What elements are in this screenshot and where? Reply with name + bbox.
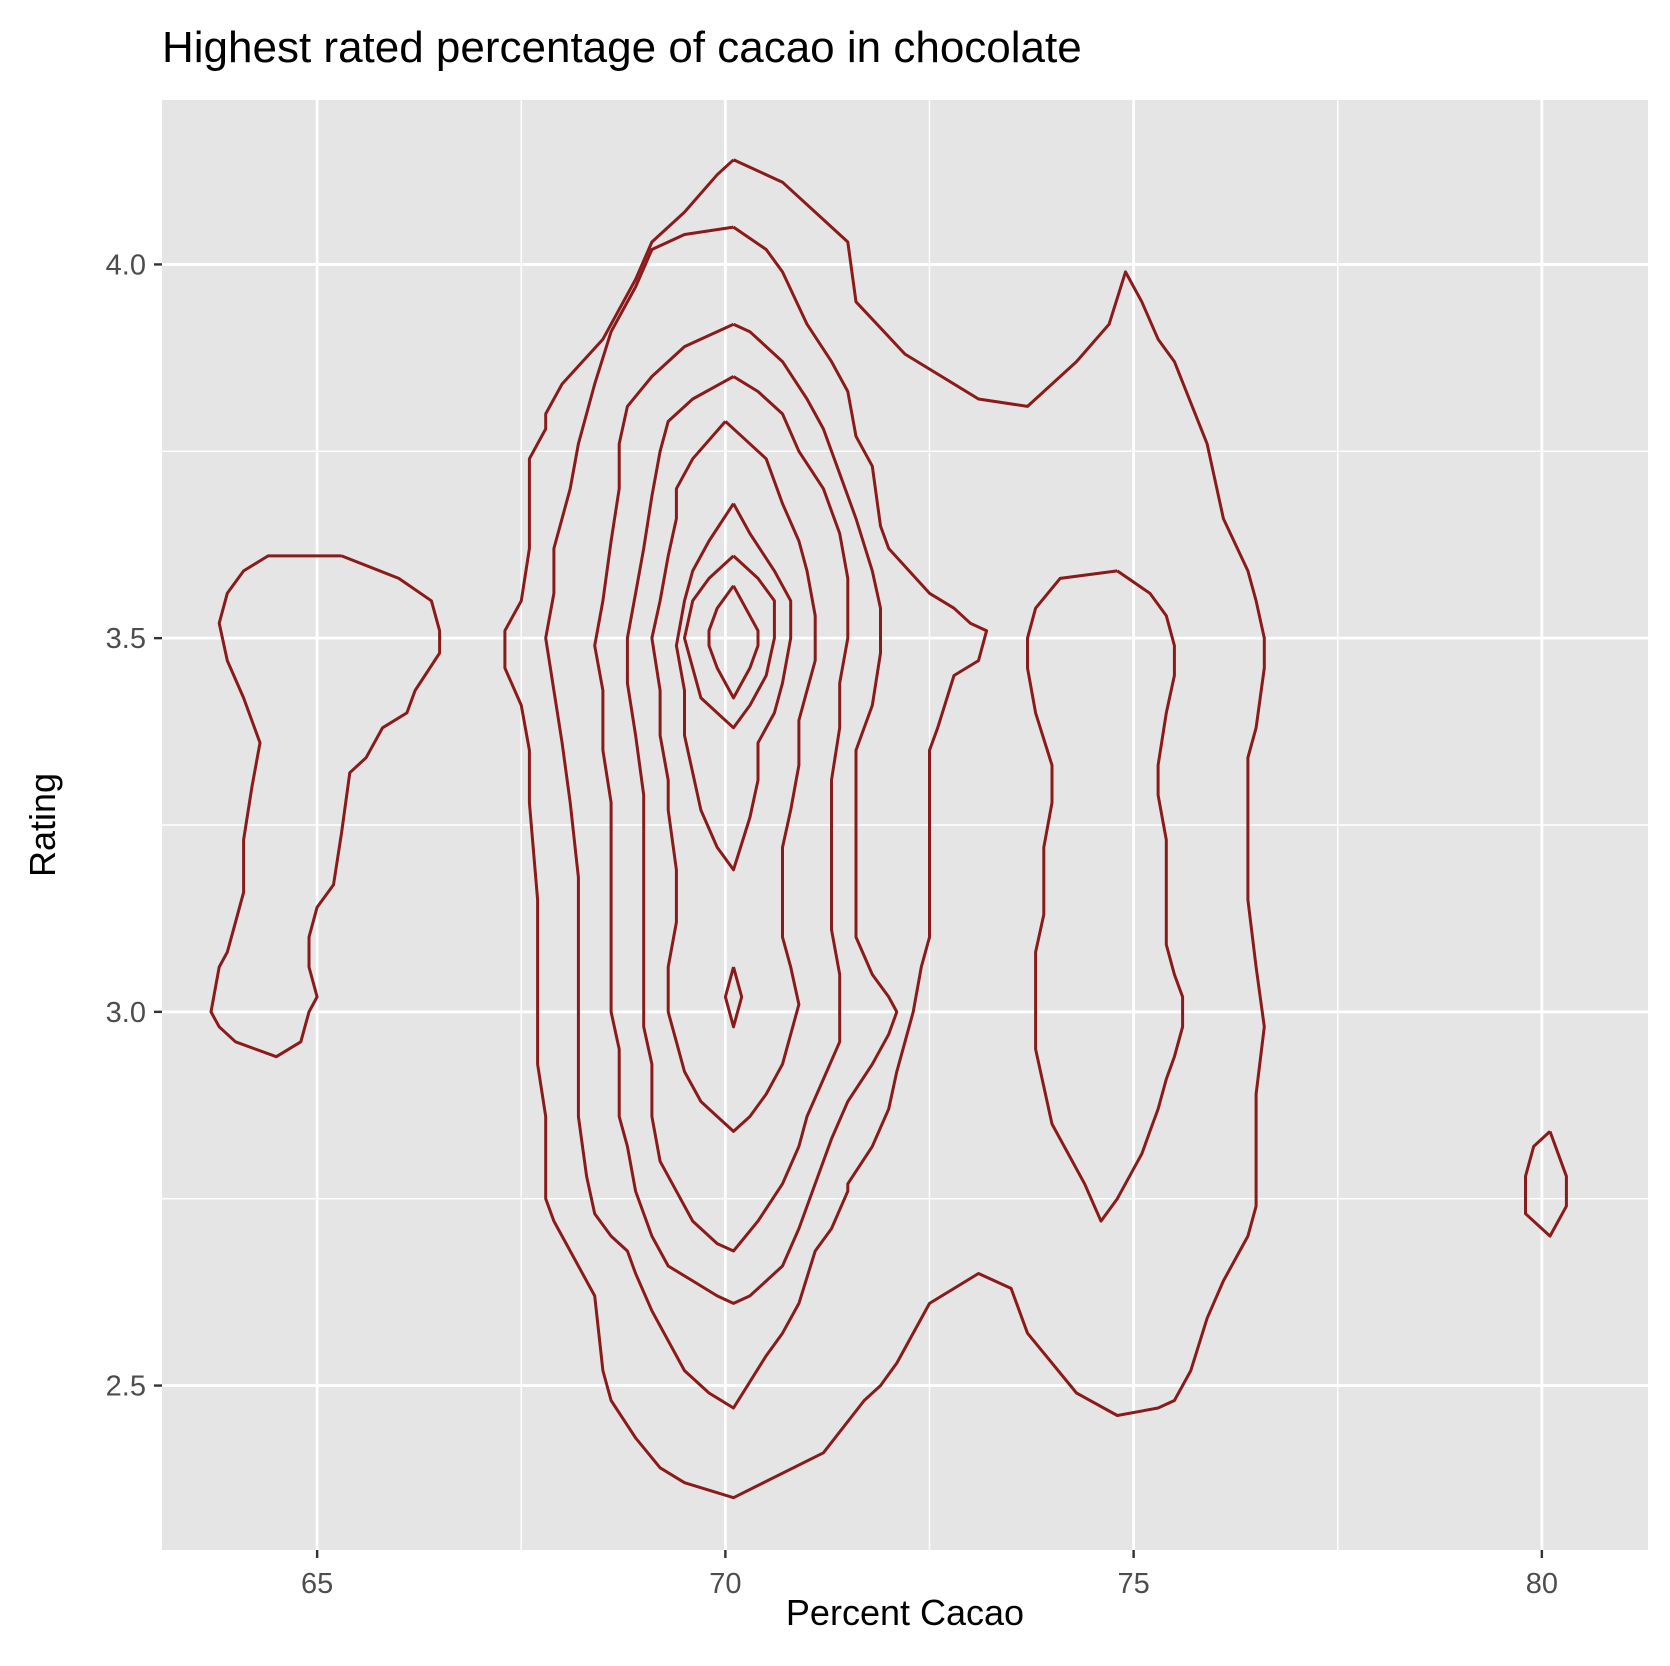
y-axis: 2.5 3.0 3.5 4.0 — [106, 249, 162, 1403]
y-tick-label: 4.0 — [106, 249, 146, 281]
contour-c7 — [683, 554, 776, 730]
x-axis-title: Percent Cacao — [786, 1592, 1024, 1633]
y-tick-label: 2.5 — [106, 1371, 146, 1403]
contour-c6 — [674, 502, 793, 872]
y-tick-label: 3.0 — [106, 997, 146, 1029]
contour-c2-right — [1026, 569, 1185, 1223]
contour-outer-right-small — [1524, 1130, 1568, 1238]
contour-c4 — [625, 375, 850, 1253]
x-tick-label: 70 — [709, 1568, 741, 1600]
contour-lines — [209, 158, 1568, 1500]
chart-title: Highest rated percentage of cacao in cho… — [162, 23, 1082, 72]
x-tick-label: 75 — [1117, 1568, 1149, 1600]
contour-c9 — [723, 966, 744, 1029]
contour-c3 — [593, 322, 899, 1305]
y-tick-label: 3.5 — [106, 623, 146, 655]
x-tick-label: 80 — [1526, 1568, 1558, 1600]
y-axis-title: Rating — [22, 773, 63, 877]
contour-c5 — [650, 420, 817, 1133]
contour-c2-main — [544, 225, 989, 1410]
x-tick-label: 65 — [301, 1568, 333, 1600]
contour-c8 — [707, 584, 760, 700]
major-gridlines — [162, 100, 1648, 1550]
contour-outer-main — [503, 158, 1266, 1500]
contour-outer-left — [209, 554, 442, 1059]
x-axis: 65 70 75 80 — [301, 1550, 1558, 1600]
